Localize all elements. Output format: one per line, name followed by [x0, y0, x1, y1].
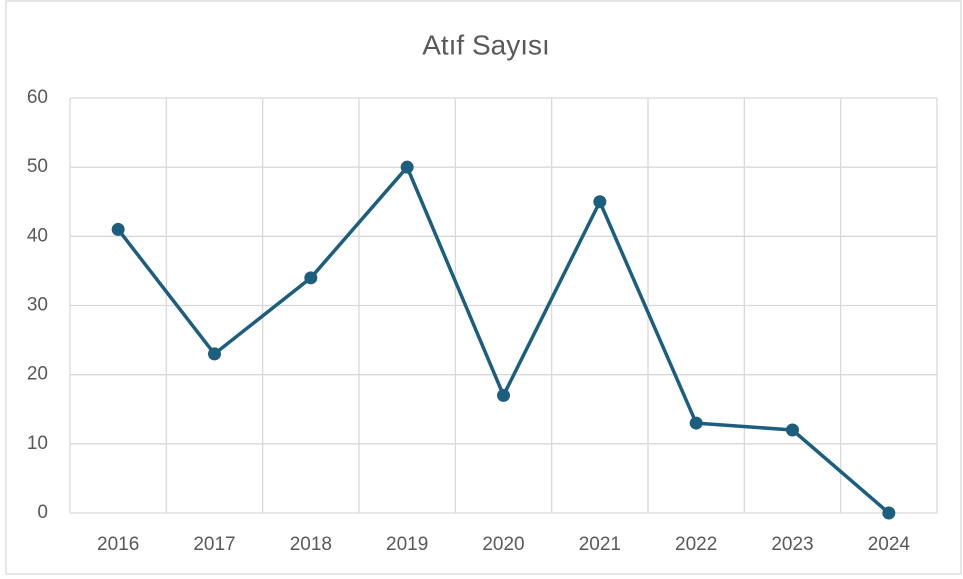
x-tick-label: 2020	[482, 534, 524, 555]
x-tick-label: 2018	[290, 534, 332, 555]
x-tick-label: 2022	[675, 534, 717, 555]
marker	[497, 388, 510, 402]
marker	[882, 506, 896, 520]
x-tick-label: 2023	[771, 534, 813, 555]
marker	[689, 416, 703, 430]
marker	[400, 160, 414, 174]
chart-title: Atıf Sayısı	[422, 29, 550, 60]
y-tick-label: 20	[27, 364, 48, 385]
y-tick-label: 50	[27, 156, 48, 177]
x-tick-label: 2016	[97, 534, 139, 555]
y-tick-label: 60	[27, 87, 48, 108]
marker	[111, 222, 125, 236]
y-tick-label: 0	[37, 502, 48, 523]
marker	[208, 347, 221, 361]
y-tick-label: 40	[27, 225, 48, 246]
x-tick-label: 2021	[579, 534, 621, 555]
x-tick-label: 2017	[193, 534, 235, 555]
x-tick-label: 2019	[386, 534, 428, 555]
y-tick-label: 30	[27, 295, 48, 316]
chart-border	[5, 0, 962, 575]
marker	[593, 195, 607, 209]
marker	[786, 423, 799, 437]
x-tick-label: 2024	[868, 534, 911, 555]
y-tick-label: 10	[27, 433, 48, 454]
marker	[304, 271, 318, 285]
